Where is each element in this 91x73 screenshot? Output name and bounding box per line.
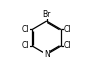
Text: N: N — [44, 50, 50, 59]
Text: Cl: Cl — [64, 41, 71, 51]
Text: Cl: Cl — [22, 25, 29, 34]
Text: Br: Br — [42, 10, 51, 19]
Text: Cl: Cl — [22, 41, 29, 51]
Text: Cl: Cl — [64, 25, 71, 34]
